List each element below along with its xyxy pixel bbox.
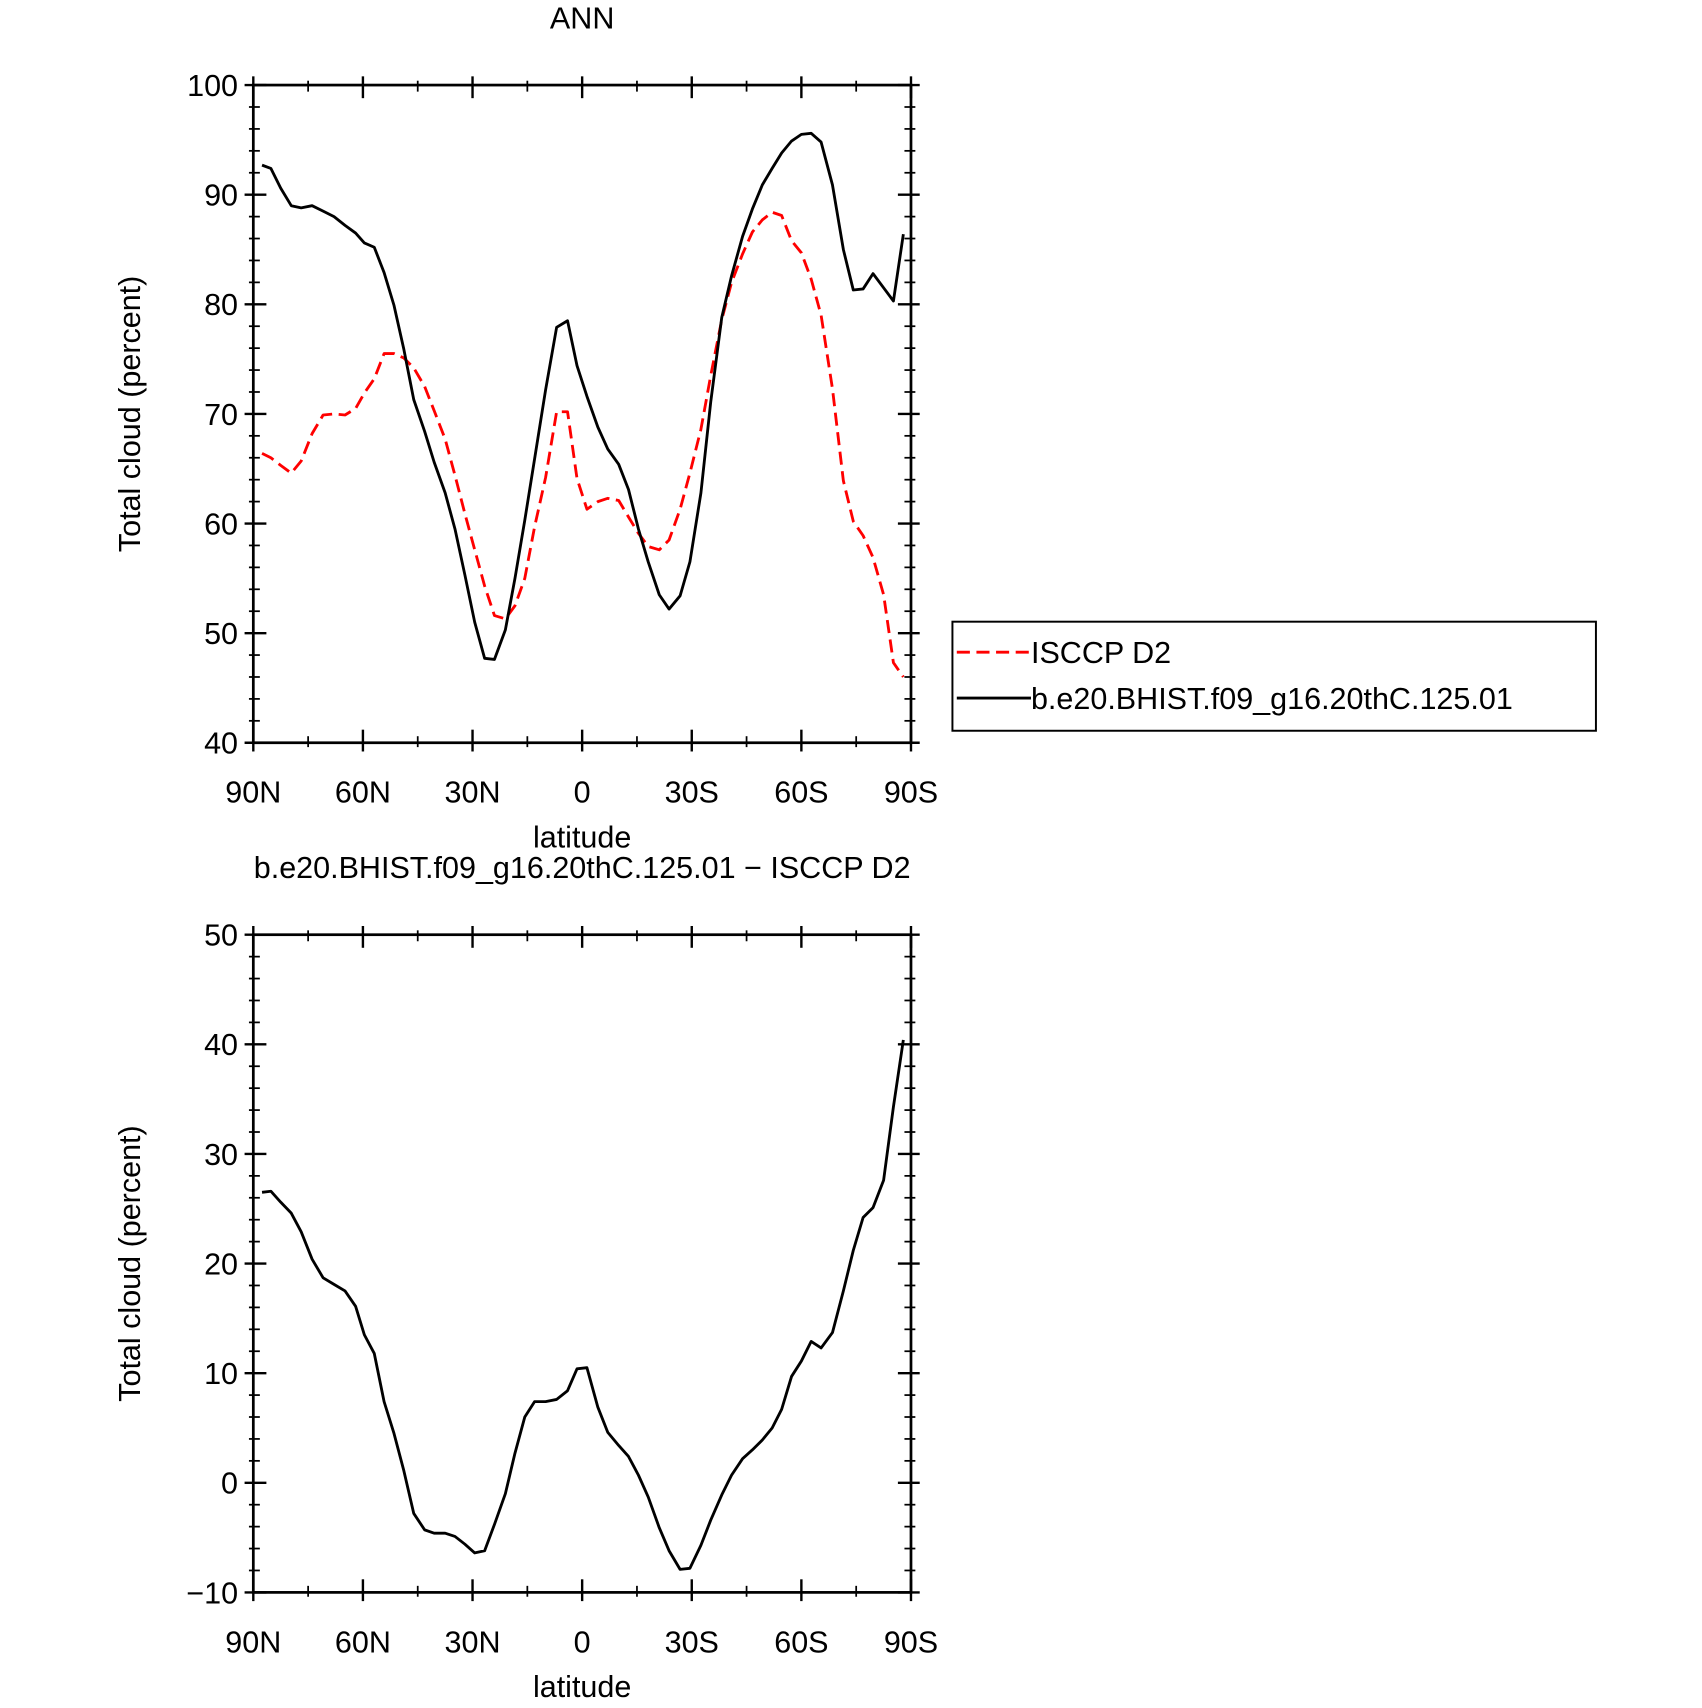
chart-title: b.e20.BHIST.f09_g16.20thC.125.01 − ISCCP… bbox=[254, 851, 911, 885]
x-axis-label: latitude bbox=[533, 820, 631, 854]
y-tick-label: 60 bbox=[204, 507, 238, 541]
x-tick-label: 60S bbox=[774, 1625, 828, 1659]
y-tick-label: 0 bbox=[221, 1467, 238, 1501]
x-tick-label: 30S bbox=[665, 776, 719, 810]
y-axis-label: Total cloud (percent) bbox=[113, 276, 147, 552]
x-tick-label: 60S bbox=[774, 776, 828, 810]
data-line bbox=[261, 131, 905, 661]
x-tick-label: 30N bbox=[445, 776, 501, 810]
x-tick-label: 30S bbox=[665, 1625, 719, 1659]
y-tick-label: −10 bbox=[186, 1576, 238, 1610]
x-tick-label: 60N bbox=[335, 776, 391, 810]
x-tick-label: 90S bbox=[884, 776, 938, 810]
y-axis-label: Total cloud (percent) bbox=[113, 1125, 147, 1401]
y-tick-label: 40 bbox=[204, 727, 238, 761]
y-tick-label: 20 bbox=[204, 1247, 238, 1281]
x-tick-label: 90N bbox=[225, 776, 281, 810]
x-tick-label: 0 bbox=[574, 1625, 591, 1659]
y-tick-label: 80 bbox=[204, 288, 238, 322]
x-tick-label: 90N bbox=[225, 1625, 281, 1659]
x-tick-label: 60N bbox=[335, 1625, 391, 1659]
y-tick-label: 30 bbox=[204, 1138, 238, 1172]
legend-label: ISCCP D2 bbox=[1031, 636, 1171, 670]
data-line bbox=[261, 210, 905, 678]
x-tick-label: 30N bbox=[445, 1625, 501, 1659]
data-line bbox=[261, 1039, 905, 1571]
y-tick-label: 50 bbox=[204, 617, 238, 651]
plot-frame bbox=[251, 933, 913, 1594]
y-tick-label: 90 bbox=[204, 179, 238, 213]
x-tick-label: 0 bbox=[574, 776, 591, 810]
y-tick-label: 50 bbox=[204, 919, 238, 953]
y-tick-label: 40 bbox=[204, 1028, 238, 1062]
y-tick-label: 100 bbox=[187, 69, 238, 103]
x-axis-label: latitude bbox=[533, 1670, 631, 1704]
legend-box bbox=[951, 620, 1597, 732]
y-tick-label: 70 bbox=[204, 398, 238, 432]
plot-frame bbox=[251, 83, 913, 745]
x-tick-label: 90S bbox=[884, 1625, 938, 1659]
y-tick-label: 10 bbox=[204, 1357, 238, 1391]
legend-label: b.e20.BHIST.f09_g16.20thC.125.01 bbox=[1031, 682, 1513, 716]
chart-title: ANN bbox=[550, 1, 614, 35]
